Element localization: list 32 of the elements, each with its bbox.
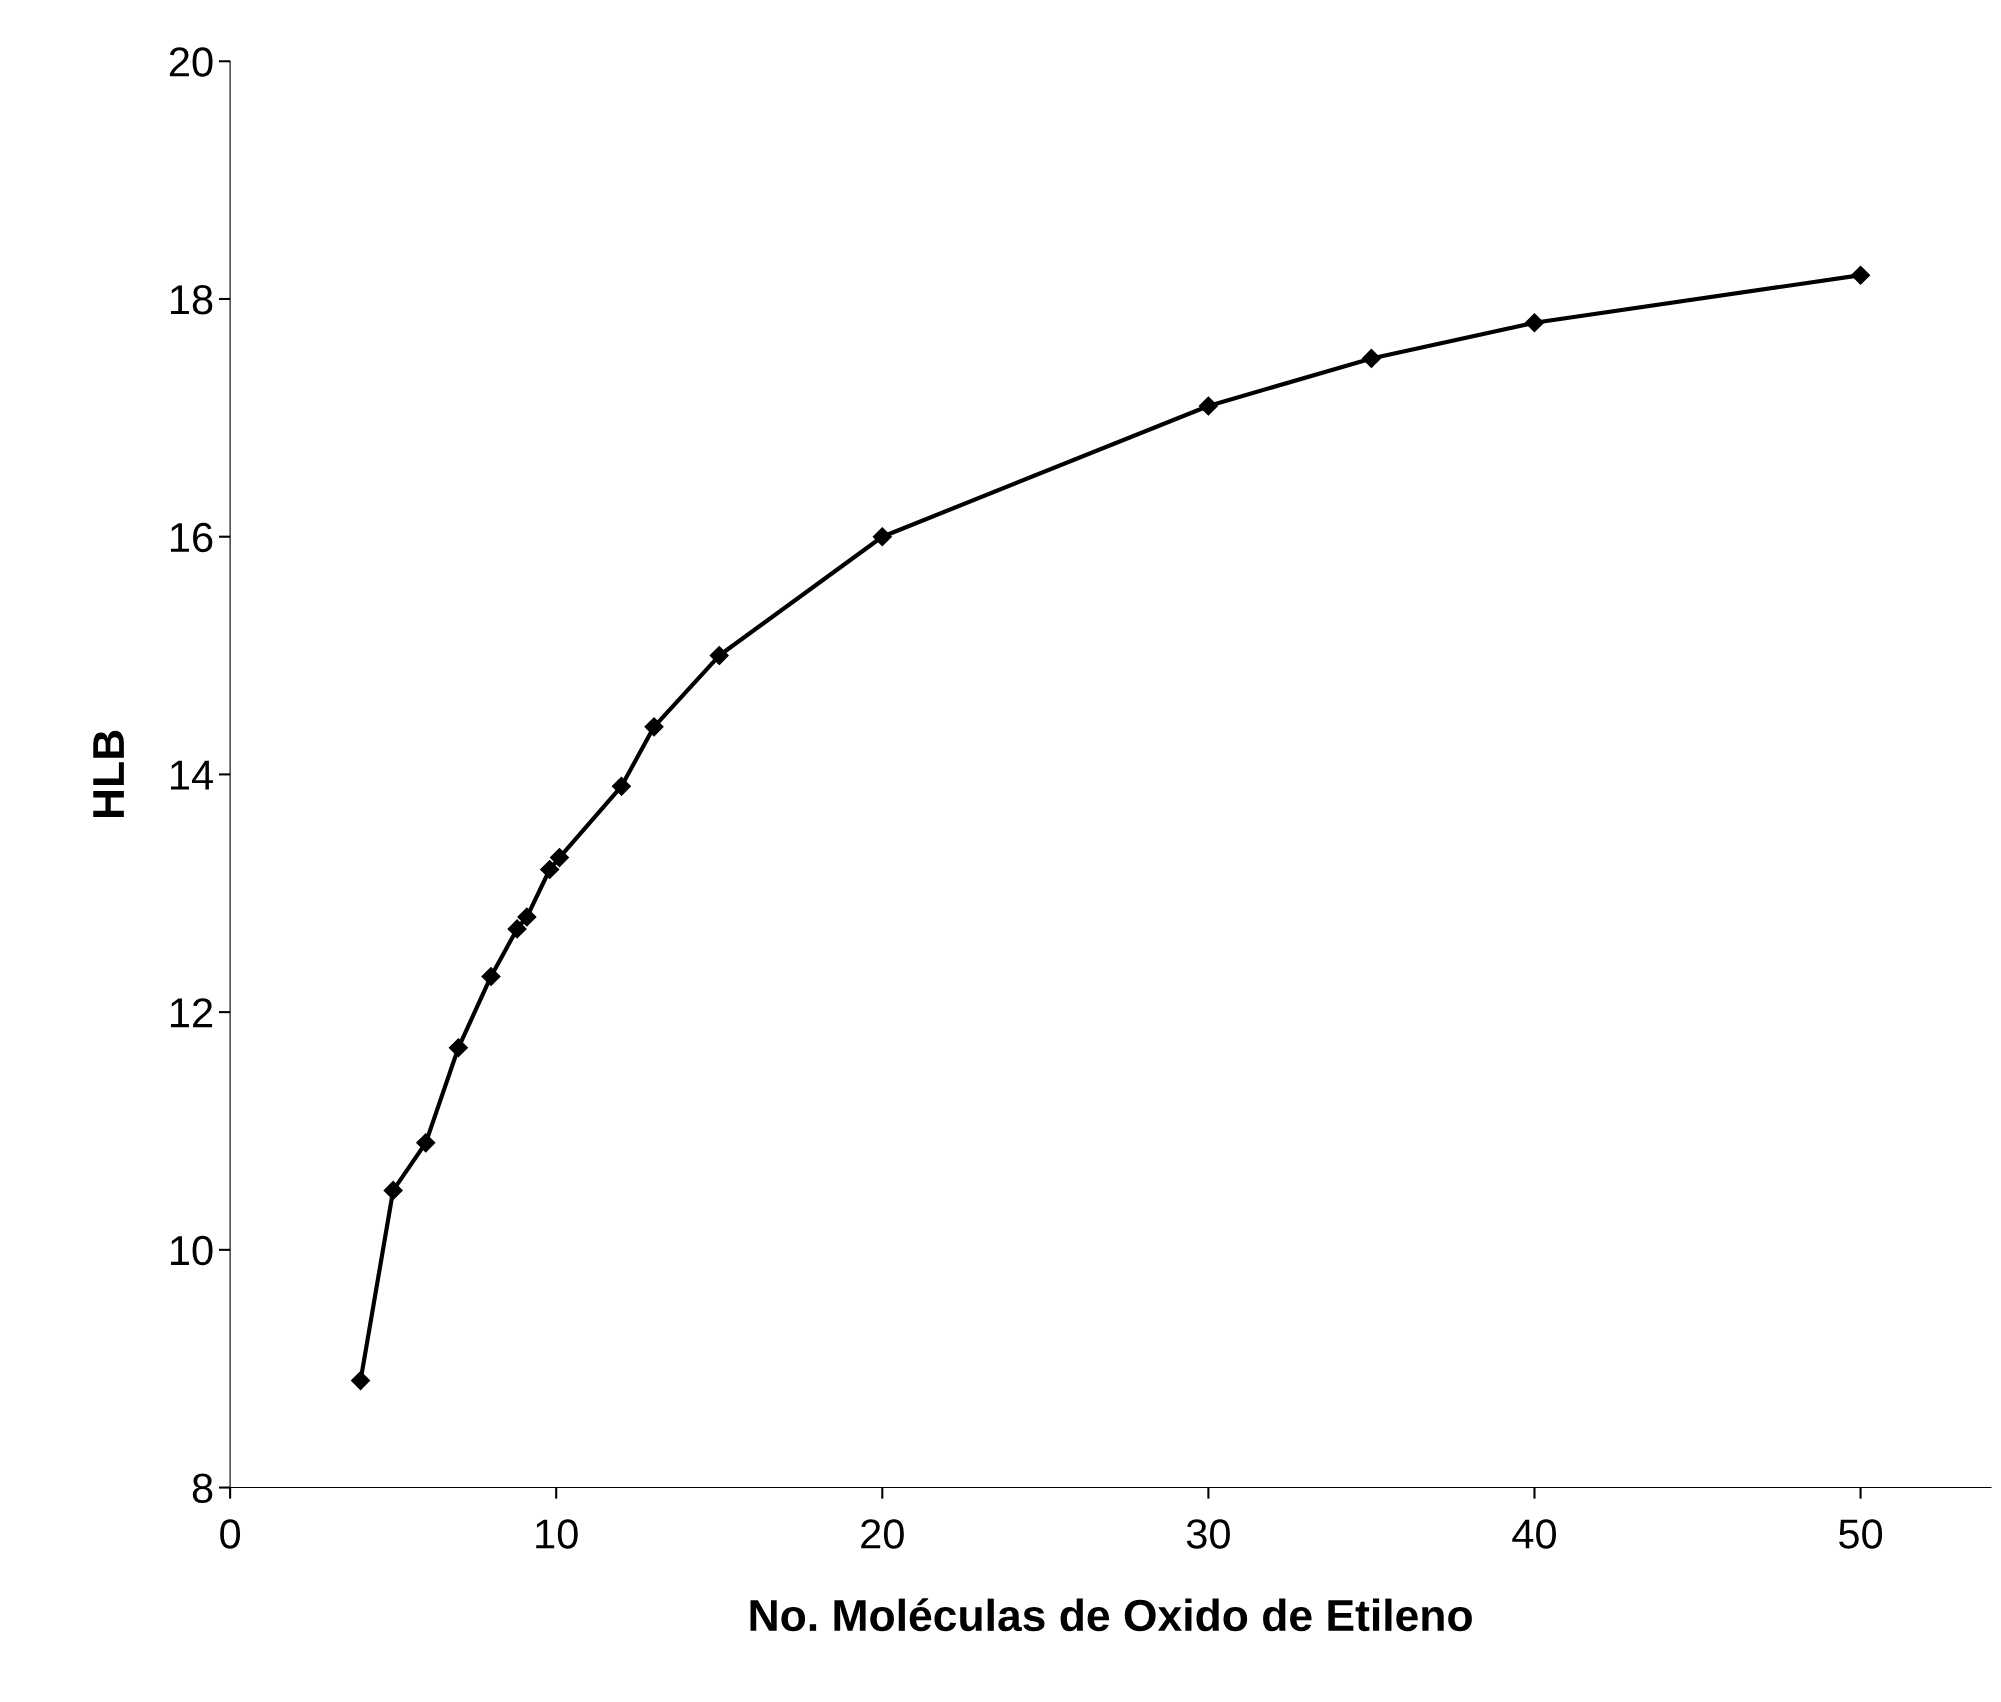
point — [481, 966, 501, 986]
point — [383, 1180, 403, 1200]
point — [448, 1038, 468, 1058]
point — [549, 848, 569, 868]
y-tick-label: 12 — [170, 998, 213, 1028]
point — [1198, 396, 1218, 416]
point — [517, 907, 537, 927]
x-tick-label: 0 — [220, 1519, 241, 1549]
point — [1361, 348, 1381, 368]
point — [872, 527, 892, 547]
y-tick-label: 16 — [170, 522, 213, 553]
y-tick-label: 10 — [170, 1235, 213, 1266]
y-tick-label: 20 — [169, 47, 213, 77]
y-axis-title: HLB — [93, 730, 124, 818]
x-tick-label: 40 — [1512, 1519, 1557, 1549]
x-tick-label: 20 — [861, 1519, 904, 1549]
x-axis-title: No. Moléculas de Oxido de Etileno — [750, 1598, 1472, 1632]
point — [709, 646, 729, 666]
point — [351, 1371, 371, 1391]
point — [1851, 265, 1871, 285]
y-tick-label: 18 — [170, 284, 213, 315]
y-tick-label: 8 — [192, 1473, 213, 1504]
y-tick-label: 14 — [170, 760, 213, 790]
point — [1524, 313, 1545, 333]
point — [540, 859, 560, 880]
x-tick-label: 30 — [1186, 1519, 1230, 1549]
point — [416, 1133, 436, 1153]
point — [644, 717, 664, 737]
point — [507, 919, 527, 939]
x-tick-label: 10 — [536, 1519, 578, 1549]
point — [611, 776, 631, 796]
x-tick-label: 50 — [1839, 1519, 1883, 1549]
